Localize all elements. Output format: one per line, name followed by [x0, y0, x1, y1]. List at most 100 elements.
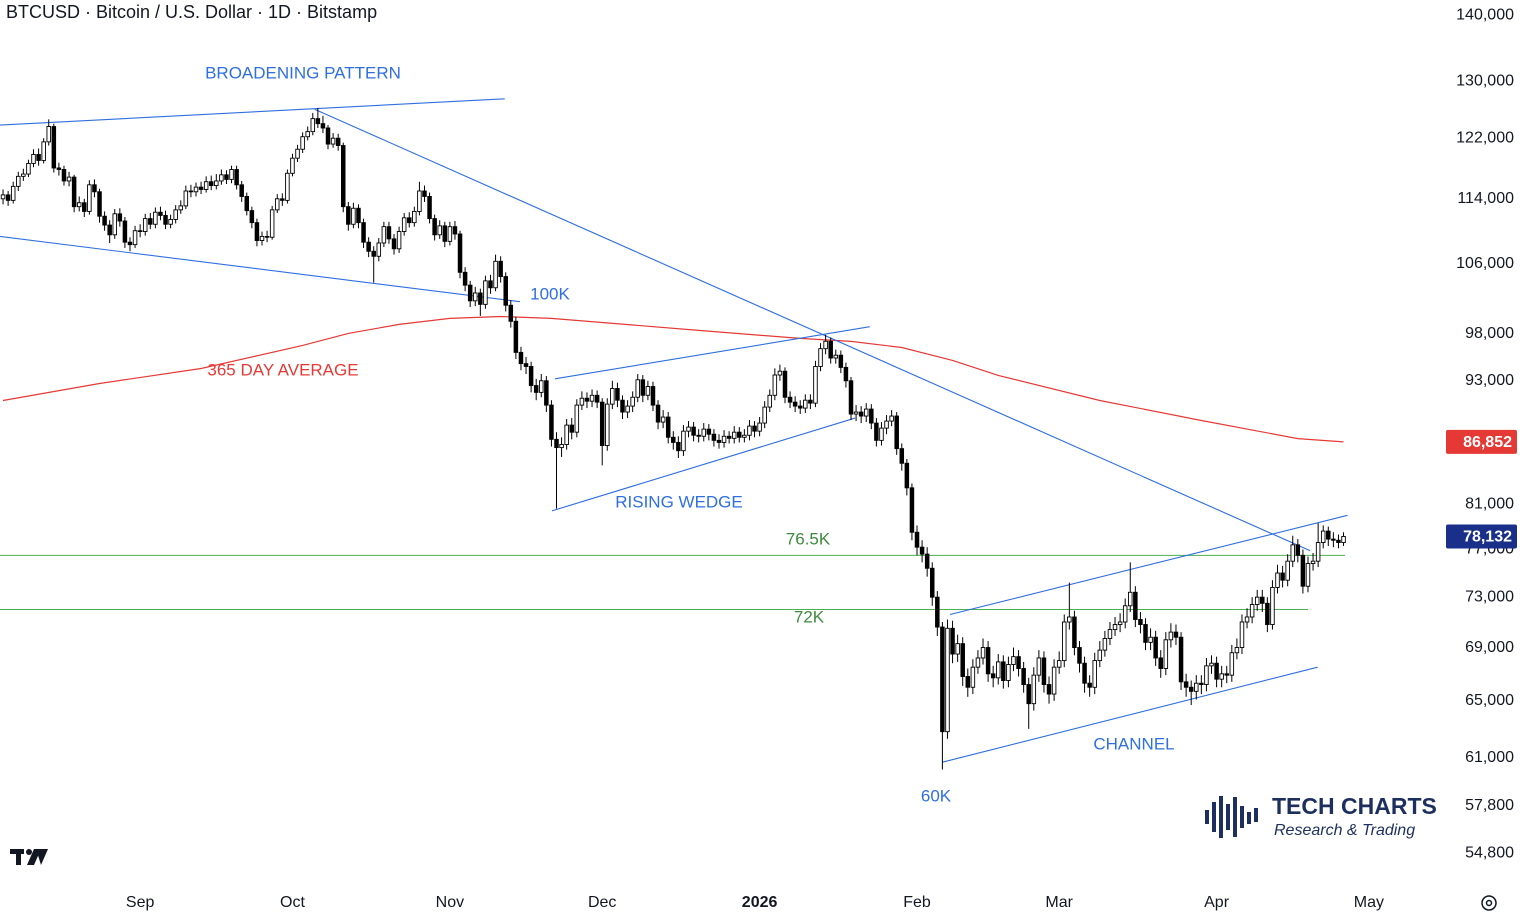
- candle-body: [1204, 665, 1209, 686]
- candle-body: [234, 169, 239, 186]
- x-tick-label: Dec: [588, 894, 616, 911]
- candle-body: [112, 213, 118, 236]
- candle-body: [701, 428, 707, 437]
- logo-icon: [1205, 796, 1258, 838]
- candle-body: [1046, 684, 1052, 695]
- candle-body: [945, 627, 950, 733]
- y-tick-label: 69,000: [1465, 639, 1514, 656]
- candle-body: [41, 141, 46, 161]
- candle-body: [340, 145, 346, 208]
- candle-body: [153, 211, 158, 225]
- candle-body: [163, 214, 168, 225]
- candle-body: [696, 434, 701, 437]
- candle-body: [1239, 621, 1245, 648]
- candle-body: [148, 218, 153, 225]
- candle-body: [1173, 631, 1179, 638]
- candle-body: [858, 411, 864, 417]
- level-label: 76.5K: [786, 529, 831, 548]
- candle-body: [107, 224, 112, 236]
- candle-body: [1117, 621, 1123, 625]
- candle-body: [980, 647, 986, 659]
- candle-body: [386, 226, 392, 240]
- candle-body: [51, 126, 57, 169]
- candle-body: [869, 408, 874, 424]
- candle-body: [833, 354, 839, 359]
- candle-body: [584, 397, 590, 402]
- logo-title: TECH CHARTS: [1272, 793, 1437, 819]
- candle-body: [1229, 652, 1235, 676]
- candle-body: [635, 379, 640, 398]
- candle-body: [874, 422, 879, 441]
- candle-body: [1107, 629, 1113, 639]
- y-tick-label: 122,000: [1456, 129, 1514, 146]
- settings-icon[interactable]: [1481, 895, 1497, 911]
- candle-body: [1188, 686, 1194, 692]
- candle-body: [950, 627, 955, 655]
- candle-body: [127, 241, 133, 246]
- candle-body: [737, 431, 742, 438]
- candle-body: [21, 173, 26, 177]
- candle-body: [721, 435, 727, 443]
- candle-body: [1224, 673, 1229, 676]
- candle-body: [660, 416, 666, 423]
- candle-body: [203, 181, 209, 190]
- candle-body: [1315, 542, 1321, 562]
- candle-body: [300, 136, 305, 150]
- candle-body: [36, 154, 41, 161]
- candle-body: [518, 351, 524, 365]
- candle-body: [1082, 662, 1087, 684]
- candle-body: [498, 260, 503, 278]
- candle-body: [259, 235, 265, 241]
- y-tick-label: 65,000: [1465, 692, 1514, 709]
- candle-body: [442, 225, 448, 242]
- candle-body: [1178, 636, 1184, 683]
- candle-body: [457, 233, 463, 273]
- candle-body: [935, 596, 940, 628]
- x-tick-label: May: [1354, 894, 1384, 911]
- candle-body: [1021, 668, 1026, 686]
- candle-body: [975, 657, 981, 668]
- y-tick-label: 57,800: [1465, 797, 1514, 814]
- candle-body: [904, 462, 910, 489]
- candle-body: [544, 380, 549, 406]
- candle-body: [676, 441, 681, 452]
- candle-body: [264, 235, 270, 238]
- candle-body: [1194, 682, 1199, 692]
- candle-body: [396, 231, 402, 250]
- candle-body: [843, 366, 849, 382]
- annotation: RISING WEDGE: [615, 492, 743, 511]
- candle-body: [1133, 591, 1138, 620]
- candle-body: [31, 154, 36, 164]
- candle-body: [559, 444, 564, 449]
- candle-body: [208, 181, 214, 187]
- ma-price-tag: 86,852: [1463, 434, 1512, 451]
- candle-body: [427, 196, 432, 220]
- candle-body: [82, 202, 87, 212]
- candle-body: [792, 401, 798, 407]
- candle-body: [671, 436, 676, 443]
- candle-body: [762, 406, 767, 424]
- y-tick-label: 114,000: [1457, 190, 1514, 207]
- candle-body: [711, 433, 717, 441]
- candle-body: [412, 210, 417, 224]
- candle-body: [1295, 544, 1301, 556]
- y-tick-label: 98,000: [1465, 325, 1514, 342]
- candle-body: [173, 209, 178, 220]
- candle-body: [16, 175, 21, 187]
- ma-price-tag-bg: [1446, 429, 1517, 454]
- candle-body: [889, 415, 894, 422]
- candle-body: [838, 354, 844, 368]
- candle-body: [1067, 616, 1072, 623]
- logo-subtitle: Research & Trading: [1274, 822, 1415, 839]
- candle-body: [965, 676, 971, 688]
- candle-body: [686, 426, 691, 432]
- y-tick-label: 54,800: [1465, 845, 1514, 862]
- candle-body: [346, 206, 351, 225]
- candle-body: [909, 487, 915, 533]
- candle-body: [219, 174, 224, 182]
- candle-body: [1087, 682, 1092, 688]
- candle-body: [752, 425, 757, 432]
- candle-body: [1275, 572, 1280, 588]
- x-tick-label: Sep: [126, 894, 155, 911]
- candle-body: [188, 190, 194, 193]
